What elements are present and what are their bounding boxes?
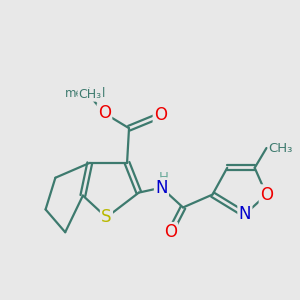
Text: O: O	[98, 104, 111, 122]
Text: S: S	[101, 208, 112, 226]
Text: CH₃: CH₃	[78, 88, 101, 101]
Text: N: N	[155, 178, 168, 196]
Text: O: O	[260, 186, 273, 204]
Text: O: O	[164, 223, 177, 241]
Text: H: H	[158, 171, 168, 184]
Text: O: O	[154, 106, 167, 124]
Text: N: N	[238, 206, 251, 224]
Text: methyl: methyl	[65, 87, 106, 100]
Text: CH₃: CH₃	[268, 142, 293, 154]
